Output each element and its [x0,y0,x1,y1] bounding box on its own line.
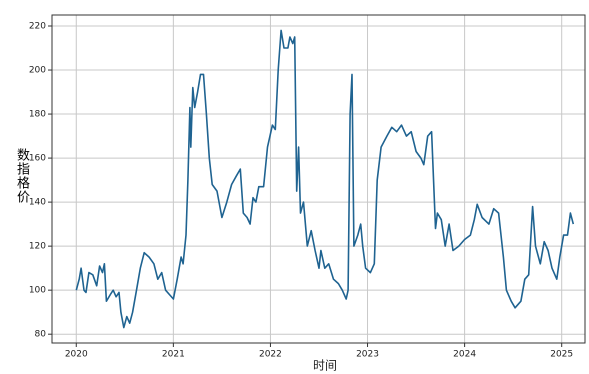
plot-frame [51,14,586,344]
y-tick-label: 180 [29,110,46,120]
x-axis-label: 时间 [313,359,337,373]
x-tick-label: 2021 [162,350,185,360]
y-tick-label: 140 [29,198,46,208]
x-tick-label: 2020 [65,350,88,360]
x-tick-label: 2025 [550,350,573,360]
y-tick-label: 160 [29,154,46,164]
y-tick-label: 200 [29,66,46,76]
y-tick-label: 100 [29,286,46,296]
x-tick-label: 2023 [356,350,379,360]
y-tick-label: 80 [35,330,47,340]
data-line [75,29,575,329]
x-tick-label: 2024 [453,350,476,360]
y-tick-label: 220 [29,22,46,32]
y-tick-label: 120 [29,242,46,252]
x-tick-label: 2022 [259,350,282,360]
y-axis-label: 数指格价 [14,148,29,204]
